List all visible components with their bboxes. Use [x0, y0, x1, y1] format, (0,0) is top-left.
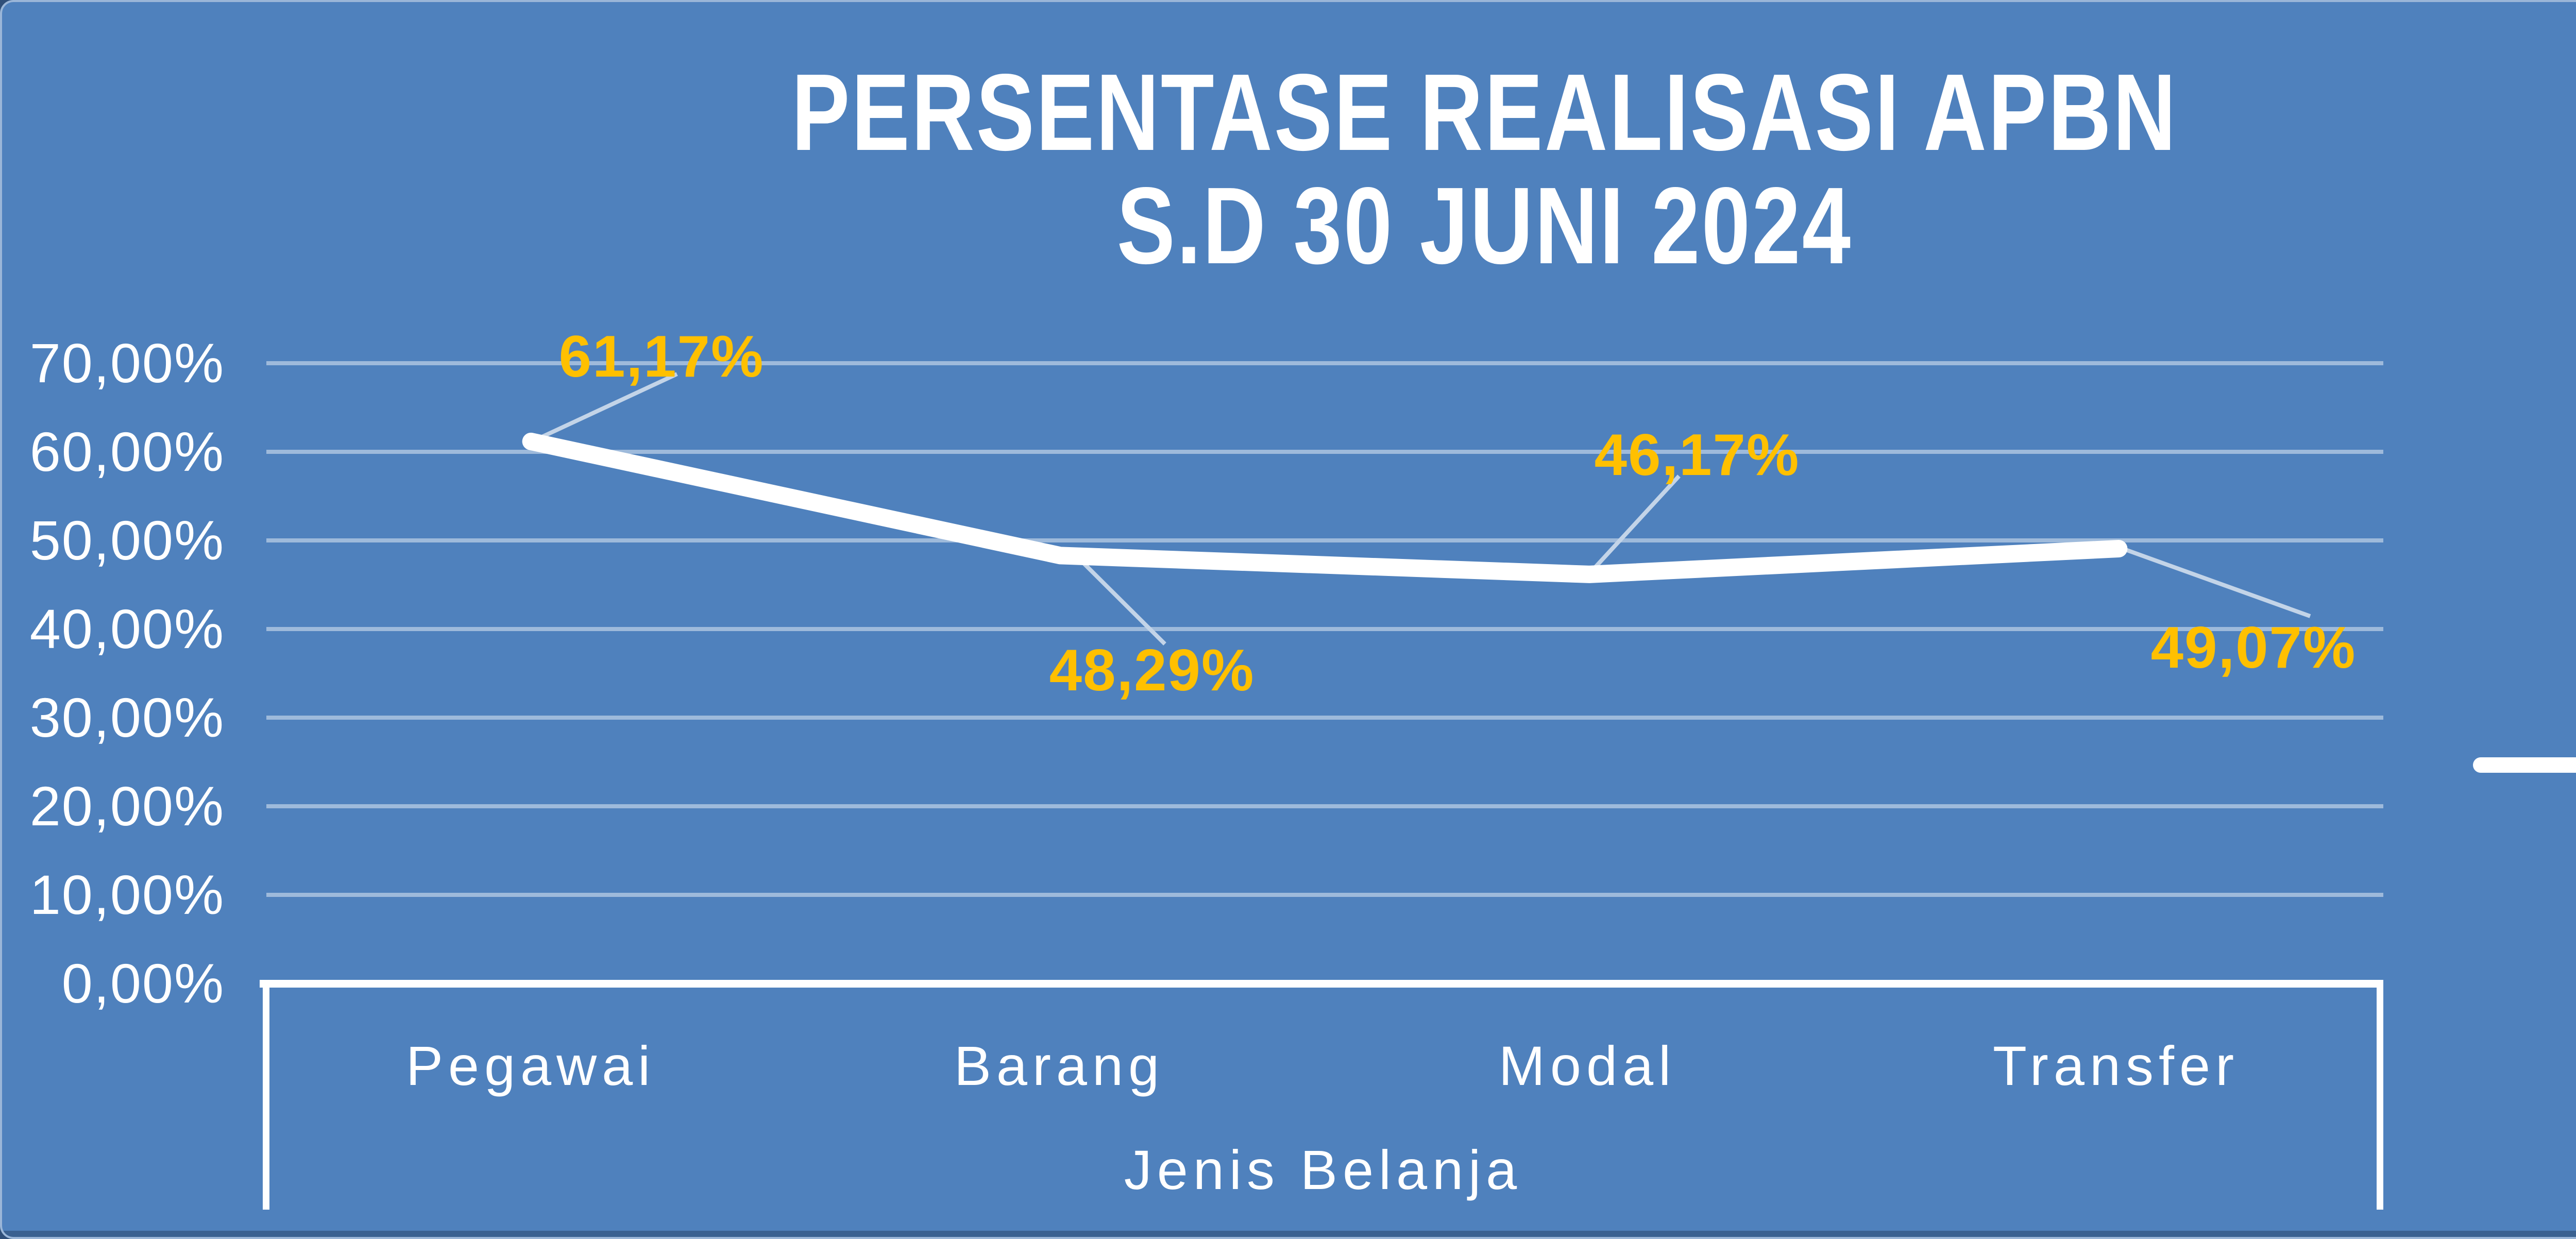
leader-line-pegawai — [534, 372, 678, 442]
chart-title-line-1: PERSENTASE REALISASI APBN — [791, 51, 2178, 173]
data-label-transfer: 49,07% — [2150, 615, 2357, 681]
y-tick-label-40: 40,00% — [29, 598, 225, 660]
x-category-modal: Modal — [1498, 1034, 1676, 1097]
gridline-10 — [266, 893, 2383, 897]
data-label-modal: 46,17% — [1594, 422, 1800, 488]
x-category-barang: Barang — [954, 1034, 1165, 1097]
gridline-60 — [266, 450, 2383, 454]
legend: PERSENTASE — [2473, 733, 2576, 797]
x-category-pegawai: Pegawai — [405, 1034, 656, 1097]
gridline-20 — [266, 804, 2383, 808]
x-axis-line — [260, 980, 2383, 988]
gridline-40 — [266, 627, 2383, 631]
x-axis-title: Jenis Belanja — [1124, 1139, 1522, 1201]
gridline-70 — [266, 361, 2383, 365]
gridline-30 — [266, 716, 2383, 720]
data-label-barang: 48,29% — [1049, 638, 1255, 703]
y-tick-label-50: 50,00% — [29, 509, 225, 571]
y-tick-label-0: 0,00% — [61, 952, 225, 1014]
y-tick-label-70: 70,00% — [29, 332, 225, 394]
leader-line-transfer — [2117, 545, 2311, 618]
legend-line-marker-icon — [2473, 757, 2576, 773]
y-tick-label-30: 30,00% — [29, 686, 225, 749]
persentase-series-line — [522, 432, 2128, 583]
leader-line-modal — [1590, 474, 1681, 573]
chart-bottom-edge — [2, 1231, 2576, 1237]
y-tick-label-10: 10,00% — [29, 863, 225, 926]
chart-title: PERSENTASE REALISASI APBN S.D 30 JUNI 20… — [2, 56, 2576, 282]
axis-box-left-border — [263, 980, 269, 1210]
chart-title-line-2: S.D 30 JUNI 2024 — [1116, 164, 1853, 286]
axis-box-right-border — [2377, 980, 2383, 1210]
x-category-transfer: Transfer — [1992, 1034, 2240, 1097]
y-tick-label-60: 60,00% — [29, 420, 225, 483]
leader-line-barang — [1074, 554, 1166, 646]
data-label-pegawai: 61,17% — [558, 324, 765, 389]
y-tick-label-20: 20,00% — [29, 775, 225, 837]
gridline-50 — [266, 538, 2383, 542]
